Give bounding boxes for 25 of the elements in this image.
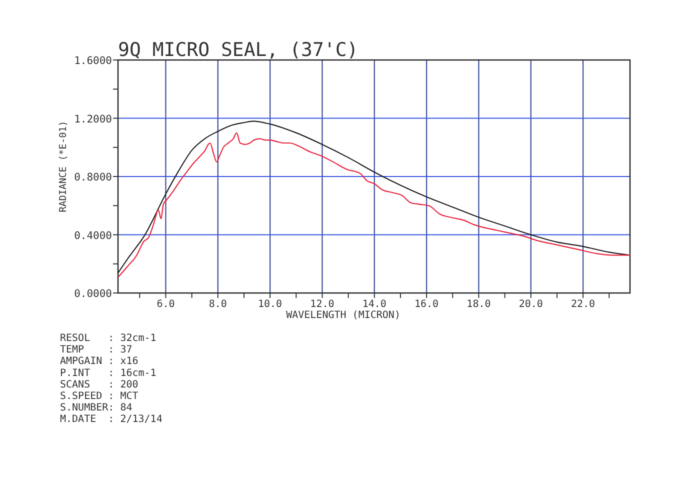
y-tick-label: 0.0000 — [74, 288, 112, 300]
x-tick-label: 8.0 — [208, 299, 227, 310]
text: S.SPEED : MCT — [60, 391, 138, 402]
y-tick-label: 1.6000 — [74, 55, 112, 67]
chart-title: 9Q MICRO SEAL, (37'C) — [118, 39, 358, 61]
text: AMPGAIN : x16 — [60, 356, 138, 368]
y-tick-label: 1.2000 — [74, 113, 112, 126]
x-tick-label: 16.0 — [414, 299, 439, 310]
text: S.NUMBER: 84 — [60, 402, 132, 414]
x-tick-label: 10.0 — [258, 299, 282, 310]
y-tick-label: 0.4000 — [74, 230, 112, 242]
x-tick-label: 6.0 — [156, 299, 175, 310]
y-tick-label: 0.8000 — [74, 172, 112, 184]
x-tick-label: 12.0 — [310, 299, 334, 310]
y-axis-title: RADIANCE (*E-01) — [58, 120, 69, 212]
text: M.DATE : 2/13/14 — [60, 414, 162, 426]
x-axis-title: WAVELENGTH (MICRON) — [286, 310, 400, 321]
text: SCANS : 200 — [60, 379, 138, 390]
x-tick-label: 22.0 — [571, 299, 596, 310]
x-tick-label: 20.0 — [518, 299, 543, 310]
text: P.INT : 16cm-1 — [60, 368, 156, 379]
text: RESOL : 32cm-1 — [60, 333, 156, 344]
text: TEMP : 37 — [60, 344, 132, 356]
x-tick-label: 18.0 — [466, 299, 491, 310]
x-tick-label: 14.0 — [362, 299, 386, 310]
